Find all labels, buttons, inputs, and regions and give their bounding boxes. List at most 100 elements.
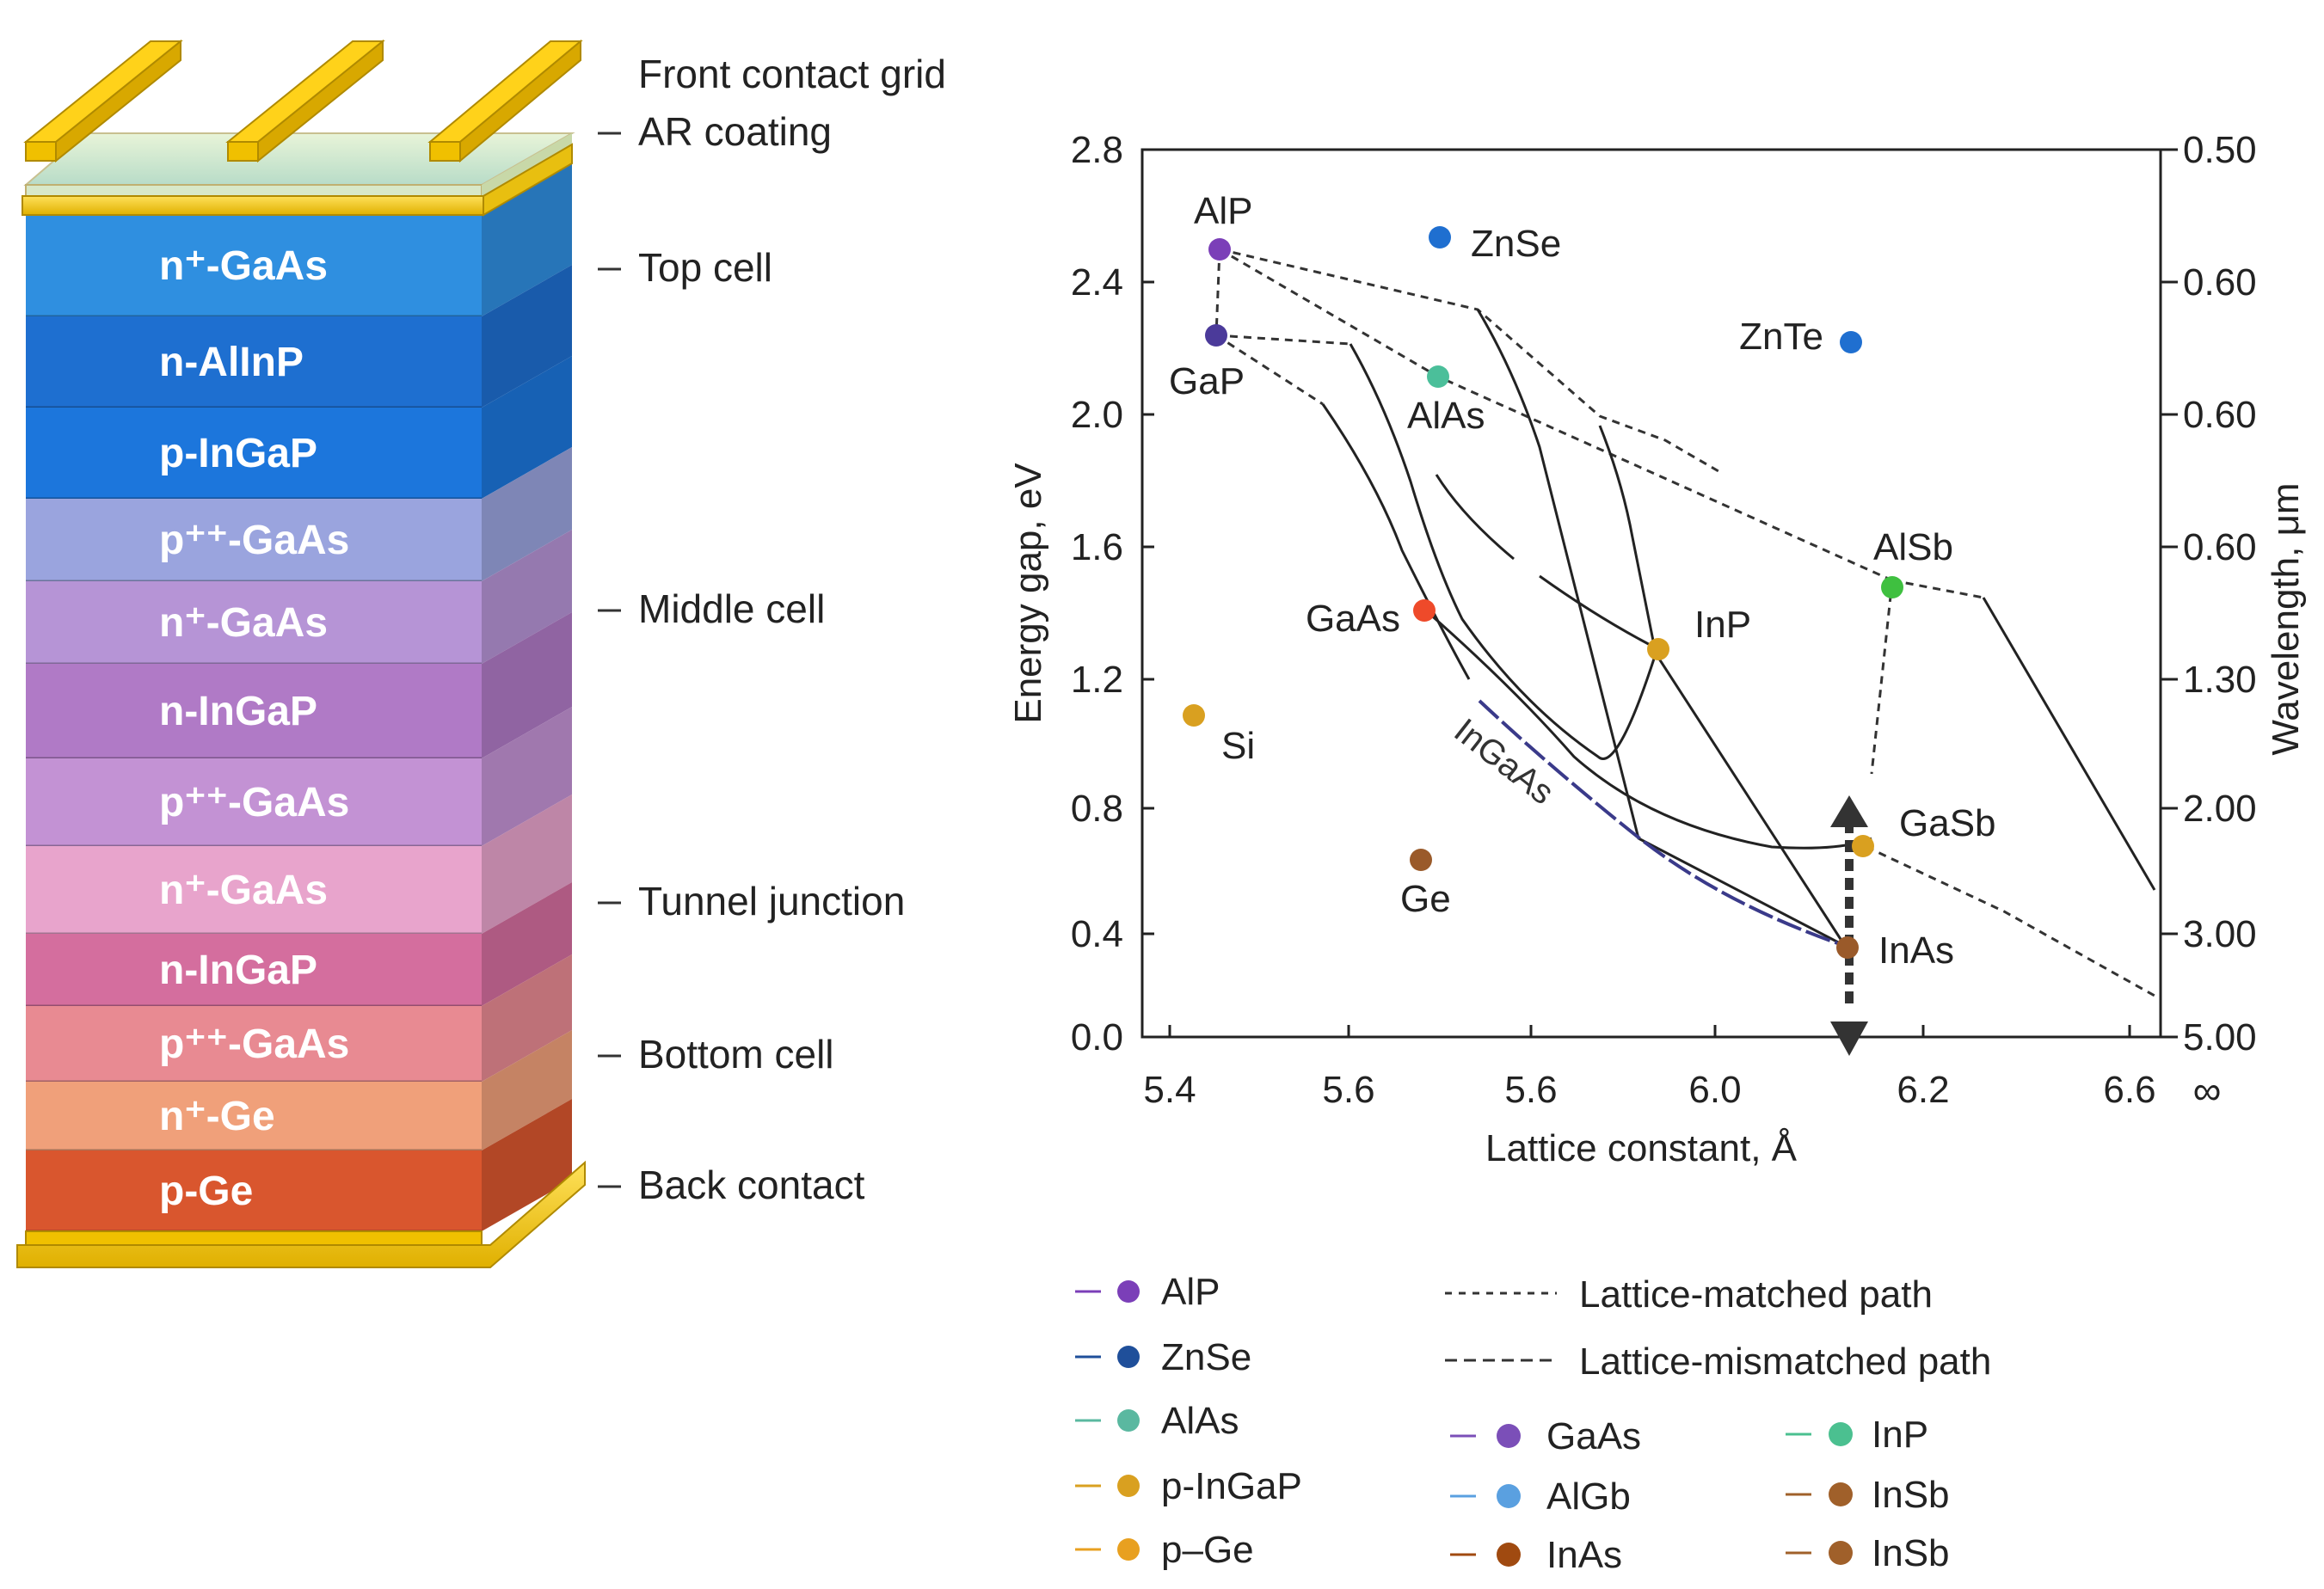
- axis-ticks: 5.4 5.6 5.6 6.0 6.2 6.6 ∞ 0.0 0.4 0.8 1.2 1.6 2.0 2.4…: [1071, 129, 2257, 1113]
- y2-tick-label: 3.00: [2183, 913, 2257, 955]
- arrow-head-up: [1830, 795, 1868, 827]
- material-point: Si: [1183, 704, 1255, 767]
- legend-entry: ZnSe: [1075, 1336, 1251, 1378]
- y2-tick-label: 2.00: [2183, 788, 2257, 830]
- stack-layer: p⁺⁺-GaAs: [26, 707, 572, 848]
- legend-entry: AlP: [1075, 1271, 1220, 1313]
- stack-layers: n⁺-GaAs n-AlInP p-InGaP p⁺⁺-GaAs n⁺-GaAs n-In…: [26, 163, 572, 1233]
- stack-layer: n⁺-Ge: [26, 1030, 572, 1152]
- x-tick-label: 6.0: [1688, 1069, 1741, 1111]
- y-tick-label: 1.6: [1071, 526, 1123, 568]
- x-axis-title: Lattice constant, Å: [1485, 1127, 1798, 1169]
- solid-curve-6: [1982, 597, 2156, 891]
- contact-finger: [225, 39, 385, 163]
- x-tick-label: 6.6: [2103, 1069, 2155, 1111]
- material-point: ZnSe: [1429, 223, 1561, 265]
- dashed-path-alsb-right: [1891, 579, 1984, 599]
- layer-label: p⁺⁺-GaAs: [159, 518, 349, 563]
- material-label: ZnTe: [1739, 316, 1823, 358]
- svg-text:p–Ge: p–Ge: [1161, 1529, 1254, 1571]
- y-tick-label: 1.2: [1071, 659, 1123, 701]
- layer-label: n⁺-GaAs: [159, 868, 328, 913]
- material-point: AlAs: [1407, 365, 1485, 437]
- svg-text:Lattice-mismatched path: Lattice-mismatched path: [1579, 1341, 1991, 1383]
- contact-finger: [427, 39, 583, 163]
- material-point: GaSb: [1852, 802, 1996, 857]
- y2-tick-label: 0.50: [2183, 129, 2257, 171]
- plot-frame: [1140, 148, 2162, 1039]
- dashed-path-alp-gap: [1214, 248, 1221, 336]
- y2-axis-title: Wavelength, μm: [2265, 482, 2307, 755]
- legend-entry: p-InGaP: [1075, 1465, 1302, 1507]
- callout: Tunnel junction: [598, 879, 905, 923]
- dashed-path-gasb-tail: [1866, 845, 2155, 997]
- front-gold-layer: [22, 143, 573, 217]
- material-label: Si: [1221, 725, 1255, 767]
- svg-text:GaAs: GaAs: [1546, 1415, 1641, 1457]
- material-point: InP: [1647, 604, 1751, 660]
- material-point: GaAs: [1306, 598, 1436, 640]
- svg-text:AlAs: AlAs: [1161, 1400, 1239, 1442]
- dashed-path-gap: [1215, 334, 1351, 346]
- callout-label: Back contact: [638, 1163, 865, 1207]
- solid-curve-1: [1476, 309, 1846, 948]
- legend-entry: InSb: [1786, 1532, 1950, 1574]
- legend-entry: InAs: [1450, 1534, 1622, 1576]
- back-contact: [16, 1160, 586, 1268]
- svg-text:AlP: AlP: [1161, 1271, 1220, 1313]
- callout: Back contact: [598, 1163, 865, 1207]
- stack-layer: n⁺-GaAs: [26, 530, 572, 666]
- callout: Top cell: [598, 245, 772, 290]
- arrow-head-down: [1830, 1022, 1868, 1056]
- solid-curve-3: [1349, 343, 1657, 760]
- svg-text:p-InGaP: p-InGaP: [1161, 1465, 1302, 1507]
- layer-label: p-Ge: [159, 1169, 253, 1214]
- solid-curve-4: [1321, 403, 1471, 680]
- callout-label: Middle cell: [638, 586, 825, 631]
- material-point: Ge: [1400, 849, 1451, 920]
- y2-tick-label: 0.60: [2183, 261, 2257, 304]
- x-tick-label: 5.6: [1322, 1069, 1374, 1111]
- layer-label: n-InGaP: [159, 689, 317, 734]
- material-label: GaP: [1169, 360, 1245, 402]
- front-contact-grid: [23, 39, 583, 163]
- x-tick-infinity: ∞: [2193, 1068, 2222, 1113]
- layer-callouts: Front contact grid AR coating Top cell Midd…: [598, 52, 946, 1207]
- x-tick-label: 6.2: [1897, 1069, 1949, 1111]
- legend-path-entry: Lattice-mismatched path: [1445, 1341, 1991, 1383]
- legend-entry: InP: [1786, 1414, 1928, 1456]
- layer-label: n⁺-GaAs: [159, 600, 328, 646]
- callout: Bottom cell: [598, 1032, 834, 1077]
- layer-label: n-InGaP: [159, 948, 317, 993]
- material-point: AlSb: [1873, 526, 1953, 598]
- legend-entry: AlAs: [1075, 1400, 1239, 1442]
- y-axis-title: Energy gap, eV: [1007, 463, 1049, 724]
- legend-entry: GaAs: [1450, 1415, 1641, 1457]
- layer-label: p⁺⁺-GaAs: [159, 780, 349, 825]
- svg-text:Lattice-matched path: Lattice-matched path: [1579, 1273, 1933, 1316]
- material-label: AlAs: [1407, 395, 1485, 437]
- layer-label: n⁺-Ge: [159, 1094, 275, 1139]
- stack-layer: n⁺-GaAs: [26, 163, 572, 318]
- contact-finger: [23, 39, 183, 163]
- layer-label: n-AlInP: [159, 340, 304, 385]
- material-point: ZnTe: [1739, 316, 1862, 358]
- dashed-path-alsb-gasb: [1870, 580, 1894, 775]
- alloy-curves: [1214, 248, 2156, 1056]
- svg-text:InSb: InSb: [1872, 1532, 1950, 1574]
- stack-layer: p-InGaP: [26, 356, 572, 500]
- callout-label: Tunnel junction: [638, 879, 905, 923]
- solid-curve-ingap: [1435, 474, 1515, 561]
- x-tick-label: 5.4: [1143, 1069, 1196, 1111]
- material-label: InAs: [1878, 929, 1954, 972]
- callout: AR coating: [598, 109, 832, 154]
- material-label: GaSb: [1899, 802, 1996, 844]
- material-points: AlP GaP ZnSe AlAs ZnTe GaAs InP AlSb Si Ge GaSb InA…: [1169, 190, 1996, 972]
- material-label: GaAs: [1306, 598, 1400, 640]
- material-label: Ge: [1400, 878, 1451, 920]
- x-tick-label: 5.6: [1504, 1069, 1557, 1111]
- y-tick-label: 0.4: [1071, 913, 1123, 955]
- svg-text:ZnSe: ZnSe: [1161, 1336, 1251, 1378]
- material-label: ZnSe: [1471, 223, 1561, 265]
